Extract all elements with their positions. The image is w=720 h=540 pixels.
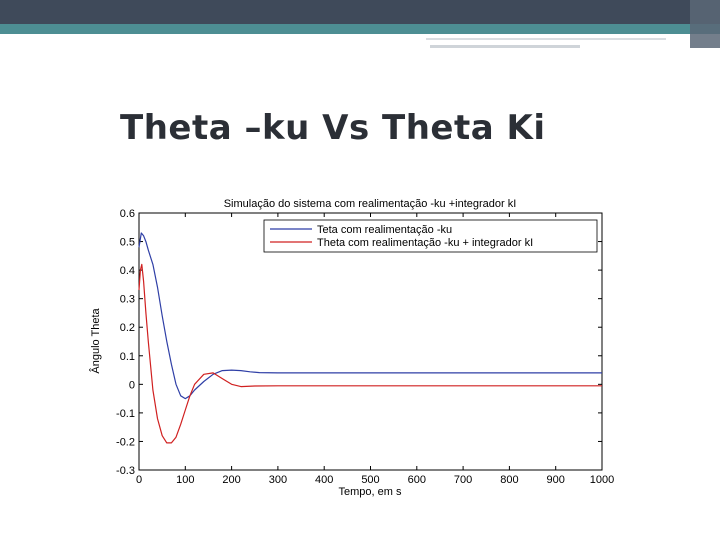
y-tick-label: -0.3 — [116, 465, 135, 477]
y-tick-label: 0.4 — [120, 265, 135, 277]
chart-title: Simulação do sistema com realimentação -… — [224, 198, 517, 210]
x-tick-label: 300 — [269, 474, 287, 486]
y-tick-label: 0.5 — [120, 237, 135, 249]
y-tick-label: 0.3 — [120, 294, 135, 306]
x-tick-label: 500 — [361, 474, 379, 486]
y-tick-label: 0.1 — [120, 351, 135, 363]
x-tick-label: 1000 — [590, 474, 614, 486]
y-tick-label: -0.2 — [116, 436, 135, 448]
x-tick-label: 800 — [500, 474, 518, 486]
x-tick-label: 600 — [408, 474, 426, 486]
y-tick-label: 0.6 — [120, 208, 135, 220]
x-tick-label: 900 — [547, 474, 565, 486]
legend: Teta com realimentação -ku Theta com rea… — [264, 220, 597, 252]
x-tick-label: 400 — [315, 474, 333, 486]
y-tick-label: -0.1 — [116, 408, 135, 420]
x-tick-label: 200 — [222, 474, 240, 486]
x-tick-label: 700 — [454, 474, 472, 486]
x-tick-label: 100 — [176, 474, 194, 486]
y-tick-label: 0 — [129, 379, 135, 391]
y-axis-label: Ângulo Theta — [89, 308, 102, 374]
y-tick-label: 0.2 — [120, 322, 135, 334]
legend-label: Theta com realimentação -ku + integrador… — [317, 237, 533, 249]
x-tick-label: 0 — [136, 474, 142, 486]
legend-label: Teta com realimentação -ku — [317, 224, 452, 236]
x-axis-label: Tempo, em s — [339, 486, 402, 498]
